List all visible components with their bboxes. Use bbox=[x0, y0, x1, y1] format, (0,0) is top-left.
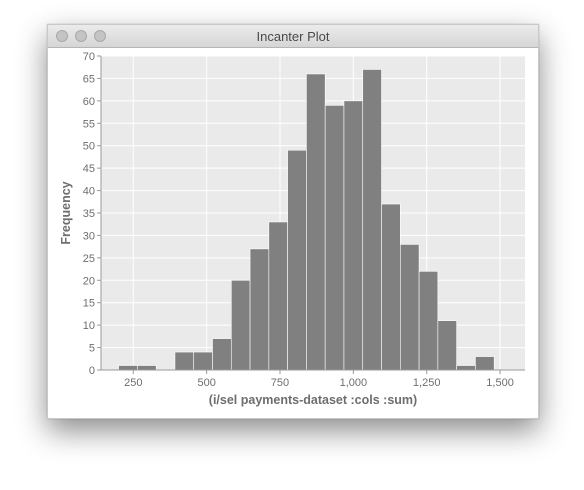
x-tick-label: 1,250 bbox=[413, 377, 441, 389]
histogram-bar-9 bbox=[287, 149, 307, 371]
plot-window: Incanter Plot 0 5 10 15 20 25 30 35 40 45 50 55 60 65… bbox=[47, 24, 539, 419]
histogram-bar-13 bbox=[362, 69, 382, 371]
histogram-bar-10 bbox=[306, 73, 326, 371]
y-tick-label: 55 bbox=[83, 118, 95, 130]
y-tick-label: 45 bbox=[83, 163, 95, 175]
y-tick-label: 40 bbox=[83, 186, 95, 198]
histogram-chart: 0 5 10 15 20 25 30 35 40 45 50 55 60 65 70 250 500 750 1,0… bbox=[59, 51, 525, 407]
histogram-bar-8 bbox=[268, 221, 288, 371]
y-tick-label: 35 bbox=[83, 208, 95, 220]
y-tick-label: 0 bbox=[89, 365, 95, 377]
x-tick-label: 250 bbox=[124, 377, 142, 389]
zoom-button[interactable] bbox=[94, 30, 106, 42]
title-bar[interactable]: Incanter Plot bbox=[48, 25, 538, 48]
y-tick-label: 10 bbox=[83, 320, 95, 332]
histogram-bar-4 bbox=[193, 351, 213, 371]
close-button[interactable] bbox=[56, 30, 68, 42]
minimize-button[interactable] bbox=[75, 30, 87, 42]
histogram-bar-18 bbox=[456, 365, 476, 371]
histogram-bar-3 bbox=[174, 351, 195, 371]
histogram-bar-11 bbox=[324, 105, 345, 371]
y-tick-label: 20 bbox=[83, 275, 95, 287]
y-axis-label: Frequency bbox=[59, 181, 73, 244]
histogram-bar-15 bbox=[399, 244, 420, 371]
y-tick-label: 70 bbox=[83, 51, 95, 63]
x-tick-label: 750 bbox=[271, 377, 289, 389]
y-tick-label: 25 bbox=[83, 253, 95, 265]
histogram-bar-12 bbox=[343, 100, 364, 371]
x-tick-label: 500 bbox=[197, 377, 215, 389]
window-title: Incanter Plot bbox=[256, 29, 330, 44]
y-tick-label: 60 bbox=[83, 96, 95, 108]
x-tick-label: 1,000 bbox=[340, 377, 368, 389]
histogram-bar-19 bbox=[475, 356, 495, 371]
y-tick-label: 5 bbox=[89, 343, 95, 355]
y-tick-label: 30 bbox=[83, 230, 95, 242]
histogram-bar-5 bbox=[212, 338, 232, 371]
histogram-bar-6 bbox=[230, 279, 251, 371]
histogram-bar-0 bbox=[118, 365, 138, 371]
x-axis-label: (i/sel payments-dataset :cols :sum) bbox=[209, 393, 417, 407]
y-tick-label: 15 bbox=[83, 298, 95, 310]
histogram-bar-1 bbox=[137, 365, 157, 371]
x-tick-label: 1,500 bbox=[486, 377, 514, 389]
y-tick-label: 65 bbox=[83, 73, 95, 85]
histogram-bar-16 bbox=[418, 271, 439, 371]
y-tick-label: 50 bbox=[83, 141, 95, 153]
plot-area: 0 5 10 15 20 25 30 35 40 45 50 55 60 65 70 250 500 750 1,0… bbox=[48, 48, 538, 418]
histogram-bar-7 bbox=[249, 248, 270, 371]
histogram-bar-17 bbox=[437, 320, 457, 371]
histogram-bar-14 bbox=[381, 203, 401, 371]
